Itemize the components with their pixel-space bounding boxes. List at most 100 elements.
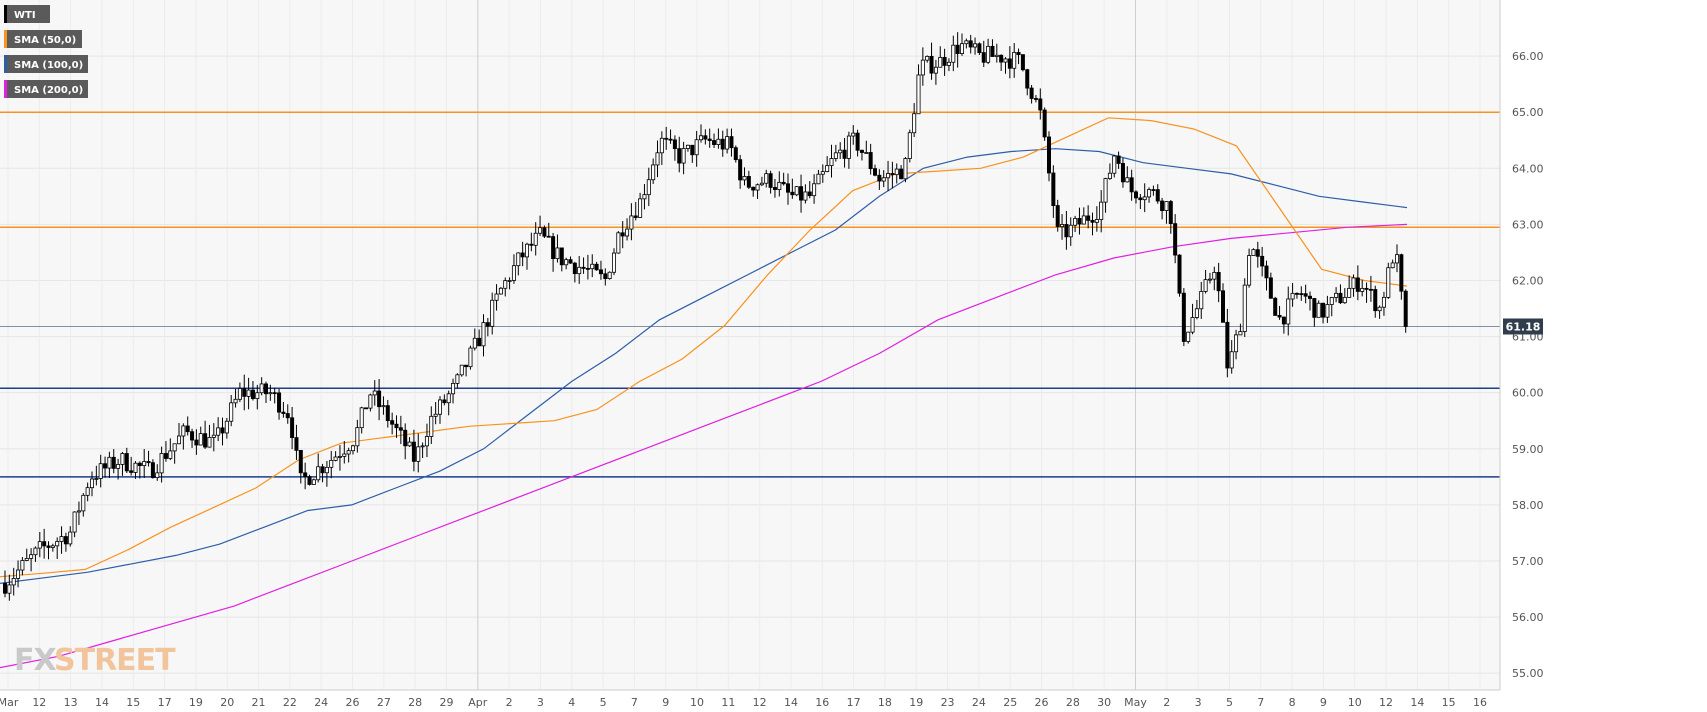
- y-tick-label: 65.00: [1512, 106, 1544, 119]
- candle: [33, 546, 38, 562]
- candle: [1216, 262, 1221, 303]
- candle: [29, 548, 34, 572]
- candle-body-down: [220, 427, 225, 434]
- candle-body-up: [1234, 334, 1239, 353]
- candle: [1181, 288, 1186, 347]
- candle-body-up: [311, 479, 316, 485]
- candle: [390, 412, 395, 435]
- candle: [424, 423, 429, 458]
- candle: [416, 433, 421, 473]
- candle-body-up: [155, 472, 160, 478]
- candle: [433, 402, 438, 425]
- candle: [1173, 214, 1178, 264]
- candle-body-up: [577, 266, 582, 275]
- candle: [111, 449, 116, 474]
- candle-body-up: [646, 179, 651, 196]
- candle-body-up: [1199, 291, 1204, 310]
- candle: [873, 164, 878, 177]
- candle-body-down: [1355, 277, 1360, 292]
- candle: [20, 557, 25, 576]
- legend-item: SMA (50,0): [4, 30, 82, 48]
- candle: [1194, 299, 1199, 320]
- candle-body-down: [942, 57, 947, 66]
- candle-body-up: [268, 392, 273, 395]
- candle-body-up: [1125, 177, 1130, 183]
- legend-swatch: [4, 55, 7, 73]
- legend-label: SMA (100,0): [14, 60, 83, 71]
- candle-body-down: [250, 389, 255, 399]
- candle-body-down: [598, 269, 603, 275]
- candle-body-down: [377, 390, 382, 408]
- candle-body-up: [342, 453, 347, 457]
- candle: [137, 461, 142, 479]
- y-tick-label: 57.00: [1512, 555, 1544, 568]
- candle: [1264, 260, 1269, 291]
- candle-body-down: [542, 227, 547, 237]
- candle-body-up: [451, 382, 456, 395]
- candle-body-down: [1364, 287, 1369, 290]
- candle: [1016, 48, 1021, 65]
- candle-body-up: [372, 390, 377, 396]
- candle-body-down: [899, 168, 904, 180]
- candle: [920, 47, 925, 86]
- candle-body-up: [172, 443, 177, 452]
- fxstreet-watermark: FX STREET: [14, 643, 177, 678]
- candle-body-down: [781, 181, 786, 185]
- candle: [1086, 205, 1091, 229]
- candle-body-up: [516, 252, 521, 267]
- candle-body-up: [59, 536, 64, 542]
- candle: [94, 465, 99, 486]
- candle: [1033, 95, 1038, 103]
- candle-body-down: [842, 149, 847, 159]
- candle-body-down: [690, 144, 695, 156]
- candle: [103, 456, 108, 478]
- candle: [411, 429, 416, 472]
- sma-200-line: [0, 223, 1408, 669]
- candle-body-down: [585, 268, 590, 270]
- candle-body-down: [137, 462, 142, 466]
- candle: [799, 174, 804, 213]
- candle-body-up: [246, 389, 251, 397]
- candle-body-up: [1099, 201, 1104, 220]
- candle-body-down: [633, 215, 638, 218]
- candle: [146, 450, 151, 467]
- candle: [1060, 214, 1065, 240]
- candle: [642, 184, 647, 210]
- candle-body-up: [333, 456, 338, 461]
- y-tick-label: 58.00: [1512, 499, 1544, 512]
- candle-body-down: [981, 52, 986, 63]
- candle: [1308, 291, 1313, 311]
- candle-body-down: [990, 45, 995, 57]
- candle-body-down: [1177, 254, 1182, 294]
- candle-body-up: [20, 560, 25, 571]
- candle-body-up: [742, 176, 747, 181]
- candle-body-up: [1377, 306, 1382, 312]
- legend-box: [4, 55, 88, 73]
- candle: [381, 396, 386, 415]
- candle: [703, 129, 708, 145]
- candle-body-down: [733, 147, 738, 161]
- x-tick-label: 29: [439, 696, 453, 709]
- candle: [994, 43, 999, 63]
- candle: [1129, 169, 1134, 201]
- candle-body-down: [1368, 288, 1373, 291]
- candle: [420, 442, 425, 459]
- candle-body-down: [1134, 191, 1139, 199]
- candle-body-down: [790, 191, 795, 196]
- candle: [342, 441, 347, 464]
- candle: [516, 252, 521, 276]
- candle: [1386, 262, 1391, 299]
- candle-body-down: [1064, 224, 1069, 238]
- candle-body-down: [1129, 177, 1134, 193]
- legend-label: SMA (50,0): [14, 35, 76, 46]
- candle-body-down: [672, 139, 677, 150]
- candle-body-down: [1047, 136, 1052, 174]
- candle-body-up: [694, 139, 699, 156]
- candle: [655, 140, 660, 178]
- candle: [472, 328, 477, 351]
- candle: [277, 388, 282, 420]
- candle-body-up: [973, 43, 978, 48]
- x-tick-label: 9: [1320, 696, 1327, 709]
- candle-body-up: [1351, 277, 1356, 289]
- candle-body-up: [350, 445, 355, 452]
